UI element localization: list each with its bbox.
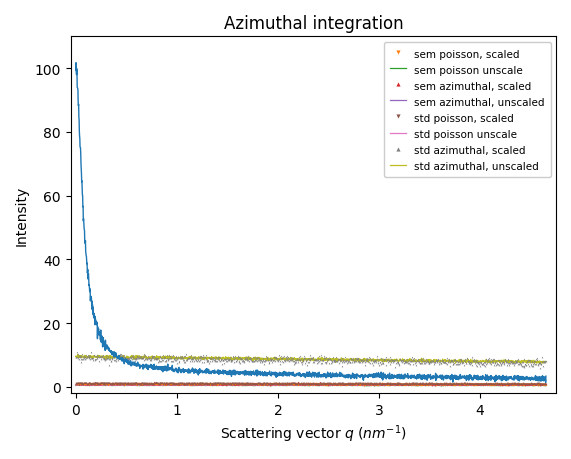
std poisson unscale xyxy=(529,382,536,388)
std poisson, scaled xyxy=(542,381,549,386)
std poisson unscale xyxy=(90,382,97,387)
sem azimuthal, scaled xyxy=(522,382,529,388)
sem azimuthal, unscaled xyxy=(73,382,79,387)
std azimuthal, scaled xyxy=(74,350,81,355)
sem poisson unscale xyxy=(443,383,450,388)
std azimuthal, scaled xyxy=(448,359,455,364)
std poisson, scaled xyxy=(73,381,79,386)
std azimuthal, unscaled xyxy=(73,354,79,359)
sem poisson, scaled xyxy=(542,382,549,388)
std poisson, scaled xyxy=(280,381,287,386)
Line: std poisson, scaled: std poisson, scaled xyxy=(75,382,546,386)
sem azimuthal, unscaled xyxy=(443,382,450,388)
sem poisson unscale xyxy=(92,382,99,388)
std poisson, scaled xyxy=(170,380,177,386)
Y-axis label: Intensity: Intensity xyxy=(15,185,29,245)
sem poisson, scaled xyxy=(242,381,248,386)
std poisson unscale xyxy=(73,382,79,388)
sem poisson, scaled xyxy=(502,382,509,388)
sem poisson unscale xyxy=(96,382,103,388)
Line: std azimuthal, scaled: std azimuthal, scaled xyxy=(75,352,546,369)
sem azimuthal, scaled xyxy=(439,381,446,386)
sem azimuthal, unscaled xyxy=(301,382,308,388)
sem poisson, scaled xyxy=(73,382,79,387)
sem azimuthal, scaled xyxy=(73,381,79,386)
sem poisson, scaled xyxy=(396,381,403,387)
std azimuthal, scaled xyxy=(439,360,446,365)
sem azimuthal, unscaled xyxy=(96,382,103,388)
std poisson unscale xyxy=(542,382,549,388)
std poisson unscale xyxy=(529,383,536,388)
sem azimuthal, unscaled xyxy=(529,383,536,388)
std azimuthal, scaled xyxy=(121,355,128,360)
std poisson unscale xyxy=(289,383,296,388)
sem azimuthal, unscaled xyxy=(529,382,536,388)
std poisson unscale xyxy=(96,382,103,388)
sem poisson unscale xyxy=(542,383,549,389)
Line: std azimuthal, unscaled: std azimuthal, unscaled xyxy=(76,355,546,364)
sem poisson, scaled xyxy=(448,382,455,387)
Legend: sem poisson, scaled, sem poisson unscale, sem azimuthal, scaled, sem azimuthal, : sem poisson, scaled, sem poisson unscale… xyxy=(384,42,551,178)
std azimuthal, scaled xyxy=(537,366,544,371)
std azimuthal, unscaled xyxy=(96,354,103,359)
sem poisson, scaled xyxy=(120,381,127,387)
sem azimuthal, unscaled xyxy=(542,383,549,388)
sem poisson, scaled xyxy=(280,382,287,387)
Line: sem azimuthal, scaled: sem azimuthal, scaled xyxy=(75,382,546,386)
sem poisson unscale xyxy=(529,383,536,388)
std poisson, scaled xyxy=(263,381,270,387)
std poisson, scaled xyxy=(439,381,446,387)
X-axis label: Scattering vector $q$ $(nm^{-1})$: Scattering vector $q$ $(nm^{-1})$ xyxy=(220,422,407,444)
std azimuthal, scaled xyxy=(263,358,270,363)
std azimuthal, unscaled xyxy=(301,357,308,362)
std azimuthal, scaled xyxy=(396,363,403,368)
sem poisson unscale xyxy=(73,383,79,388)
Line: sem poisson unscale: sem poisson unscale xyxy=(76,385,546,386)
std poisson unscale xyxy=(443,382,450,388)
std poisson, scaled xyxy=(448,381,455,387)
std azimuthal, scaled xyxy=(280,359,287,364)
std poisson, scaled xyxy=(120,381,127,386)
Line: sem azimuthal, unscaled: sem azimuthal, unscaled xyxy=(76,385,546,386)
std azimuthal, scaled xyxy=(73,354,79,360)
Line: std poisson unscale: std poisson unscale xyxy=(76,385,546,386)
std azimuthal, unscaled xyxy=(542,359,549,364)
sem azimuthal, unscaled xyxy=(438,383,445,389)
std azimuthal, scaled xyxy=(542,358,549,364)
sem azimuthal, unscaled xyxy=(289,383,296,388)
std azimuthal, unscaled xyxy=(289,356,296,362)
sem poisson, scaled xyxy=(439,382,446,387)
sem poisson unscale xyxy=(301,383,308,388)
sem azimuthal, scaled xyxy=(120,381,127,386)
sem poisson unscale xyxy=(414,383,421,389)
sem poisson, scaled xyxy=(263,382,270,387)
sem azimuthal, scaled xyxy=(448,381,455,387)
Line: sem poisson, scaled: sem poisson, scaled xyxy=(75,382,546,386)
std poisson, scaled xyxy=(534,382,541,388)
sem poisson unscale xyxy=(289,383,296,388)
std azimuthal, unscaled xyxy=(443,358,449,364)
std azimuthal, unscaled xyxy=(74,352,81,358)
sem poisson unscale xyxy=(529,383,536,388)
std azimuthal, unscaled xyxy=(529,358,536,364)
std poisson unscale xyxy=(301,382,308,388)
sem azimuthal, scaled xyxy=(263,381,270,387)
std azimuthal, unscaled xyxy=(529,359,536,365)
sem azimuthal, scaled xyxy=(295,380,301,385)
std poisson unscale xyxy=(353,383,360,388)
sem azimuthal, unscaled xyxy=(277,382,284,387)
std poisson, scaled xyxy=(396,382,403,387)
sem azimuthal, scaled xyxy=(396,381,403,386)
std azimuthal, unscaled xyxy=(475,361,482,366)
Title: Azimuthal integration: Azimuthal integration xyxy=(223,15,403,33)
sem azimuthal, scaled xyxy=(279,381,286,386)
sem azimuthal, scaled xyxy=(542,381,549,387)
